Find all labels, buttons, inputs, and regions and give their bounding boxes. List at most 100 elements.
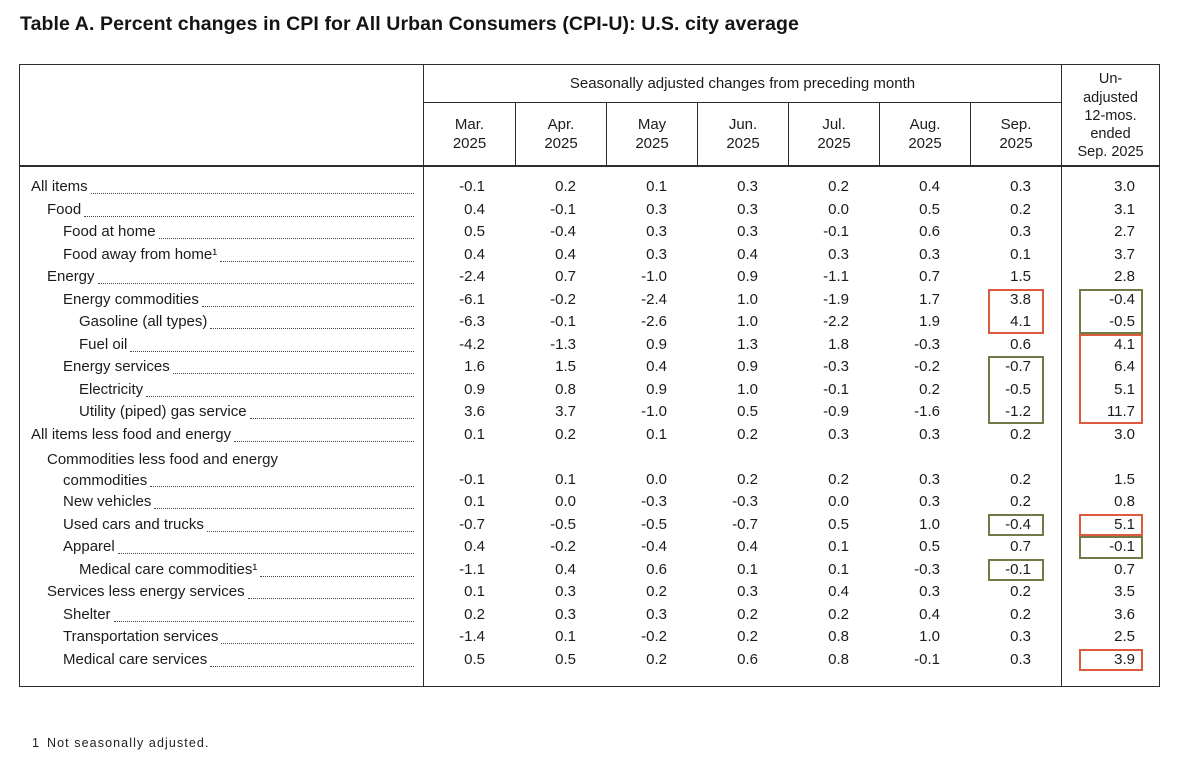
cell-month-0: 0.1 bbox=[464, 583, 485, 600]
cell-month-1: -0.1 bbox=[550, 200, 576, 218]
cell-month-5: 1.7 bbox=[919, 290, 940, 308]
cell-month-0: 1.6 bbox=[464, 358, 485, 375]
unadjusted-header-line: Un- bbox=[1098, 71, 1123, 88]
cell-month-6: 0.3 bbox=[1010, 178, 1032, 195]
cell-month-0: -0.1 bbox=[459, 470, 485, 488]
cell-month-1: 0.0 bbox=[555, 493, 576, 510]
cell-month-0: -4.2 bbox=[459, 335, 485, 353]
cell-month-6: 0.2 bbox=[1010, 425, 1032, 443]
cell-month-3: 0.6 bbox=[737, 650, 758, 668]
cell-month-5: 0.6 bbox=[919, 223, 940, 240]
cell-month-2: 0.3 bbox=[646, 245, 667, 263]
cell-month-2: -0.4 bbox=[641, 538, 667, 555]
table-row-12: Commodities less food and energy commodit… bbox=[20, 446, 1159, 491]
row-label: Utility (piped) gas service bbox=[20, 401, 424, 424]
row-label: Gasoline (all types) bbox=[20, 311, 424, 334]
dot-leader bbox=[154, 508, 414, 509]
cell-month-3: 0.4 bbox=[737, 245, 758, 263]
row-label: Transportation services bbox=[20, 626, 424, 649]
page-title: Table A. Percent changes in CPI for All … bbox=[20, 13, 799, 35]
cell-month-3: 0.1 bbox=[737, 560, 758, 578]
dot-leader bbox=[146, 395, 414, 397]
cell-month-3: 0.2 bbox=[737, 425, 758, 443]
cell-month-5: 0.3 bbox=[919, 425, 940, 443]
footnote: 1 Not seasonally adjusted. bbox=[32, 736, 1192, 750]
cell-12mo: 3.9 bbox=[1061, 648, 1159, 671]
cell-month-5: 0.5 bbox=[919, 538, 940, 555]
cell-month-2: -2.6 bbox=[641, 313, 667, 330]
row-label: Commodities less food and energy commodit… bbox=[20, 446, 424, 491]
cell-month-5: -1.6 bbox=[914, 403, 940, 420]
cell-month-0: -6.1 bbox=[459, 290, 485, 308]
cell-month-5: -0.1 bbox=[914, 650, 940, 668]
dot-leader bbox=[247, 598, 414, 599]
cell-month-0: 0.4 bbox=[464, 245, 485, 263]
cell-month-5: 0.4 bbox=[919, 605, 940, 623]
dot-leader bbox=[158, 238, 414, 239]
cpi-table: Seasonally adjusted changes from precedi… bbox=[19, 64, 1161, 687]
cell-month-6: 0.2 bbox=[1010, 470, 1032, 488]
unadjusted-12mo-header: Un- adjusted 12-mos. ended Sep. 2025 bbox=[1061, 65, 1160, 167]
dot-leader bbox=[84, 215, 414, 217]
cell-month-4: -1.1 bbox=[823, 268, 849, 285]
cell-month-1: 3.7 bbox=[555, 403, 576, 420]
cell-12mo: 11.7 bbox=[1061, 401, 1159, 424]
cell-month-5: 0.3 bbox=[919, 493, 940, 510]
row-label: All items less food and energy bbox=[20, 423, 424, 446]
cell-month-6: -0.5 bbox=[970, 378, 1061, 401]
dot-leader bbox=[113, 620, 414, 622]
cpi-table-wrapper: Seasonally adjusted changes from precedi… bbox=[19, 64, 1192, 687]
row-label: All items bbox=[20, 176, 424, 199]
cell-month-2: -0.3 bbox=[641, 493, 667, 510]
cell-12mo: 4.1 bbox=[1061, 333, 1159, 356]
cell-month-0: 0.4 bbox=[464, 200, 485, 218]
cell-month-0: -0.7 bbox=[459, 515, 485, 533]
cell-month-4: 0.8 bbox=[828, 650, 849, 668]
row-label: Food at home bbox=[20, 221, 424, 244]
cell-month-0: 3.6 bbox=[464, 403, 485, 420]
cell-month-6: 0.1 bbox=[1010, 245, 1032, 263]
stub-header bbox=[20, 65, 424, 167]
unadjusted-header-line: 12-mos. bbox=[1084, 107, 1137, 124]
cell-month-5: 0.5 bbox=[919, 200, 940, 218]
cell-month-1: 1.5 bbox=[555, 358, 576, 375]
cell-month-0: -0.1 bbox=[459, 178, 485, 195]
cell-month-3: 0.3 bbox=[737, 223, 758, 240]
dot-leader bbox=[260, 575, 414, 577]
cell-month-1: 0.1 bbox=[555, 470, 576, 488]
cell-12mo: 2.7 bbox=[1061, 221, 1159, 244]
cell-month-2: 0.3 bbox=[646, 605, 667, 623]
dot-leader bbox=[206, 530, 414, 532]
cell-month-1: 0.2 bbox=[555, 178, 576, 195]
cell-month-4: -2.2 bbox=[823, 313, 849, 330]
table-row-16: Medical care commodities¹ -1.1 0.4 0.6 0.1 0.… bbox=[20, 558, 1159, 581]
cell-month-2: -1.0 bbox=[641, 268, 667, 285]
cell-month-1: -0.2 bbox=[550, 290, 576, 308]
table-row-11: All items less food and energy 0.1 0.2 0.1 0… bbox=[20, 423, 1159, 446]
table-row-3: Food away from home¹ 0.4 0.4 0.3 0.4 0.3 0.3 0.… bbox=[20, 243, 1159, 266]
cell-month-2: 0.6 bbox=[646, 560, 667, 578]
spacer-row bbox=[20, 671, 1159, 686]
cell-month-3: 0.4 bbox=[737, 538, 758, 555]
cell-month-1: 0.3 bbox=[555, 583, 576, 600]
cell-month-1: 0.8 bbox=[555, 380, 576, 398]
header-row-span: Seasonally adjusted changes from precedi… bbox=[20, 65, 1160, 167]
cell-month-1: 0.1 bbox=[555, 628, 576, 645]
dot-leader bbox=[97, 283, 414, 284]
cell-month-2: 0.2 bbox=[646, 650, 667, 668]
cell-12mo: 3.0 bbox=[1061, 176, 1159, 199]
cell-month-1: 0.3 bbox=[555, 605, 576, 623]
month-header-4: Jul. 2025 bbox=[788, 103, 879, 167]
cell-month-5: 0.3 bbox=[919, 245, 940, 263]
cell-month-4: 0.2 bbox=[828, 470, 849, 488]
cell-month-6: 0.2 bbox=[1010, 200, 1032, 218]
cell-month-1: 0.2 bbox=[555, 425, 576, 443]
row-label: Electricity bbox=[20, 378, 424, 401]
cell-month-3: 1.0 bbox=[737, 290, 758, 308]
cell-month-3: -0.7 bbox=[732, 515, 758, 533]
dot-leader bbox=[117, 553, 414, 554]
unadjusted-header-line: adjusted bbox=[1083, 89, 1138, 106]
cell-12mo: -0.5 bbox=[1061, 311, 1159, 334]
seasonally-adjusted-header: Seasonally adjusted changes from precedi… bbox=[424, 65, 1062, 103]
cell-month-0: 0.1 bbox=[464, 493, 485, 510]
